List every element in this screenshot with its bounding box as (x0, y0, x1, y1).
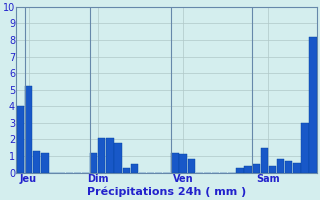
Bar (277, 159, 284, 173)
Bar (301, 123, 309, 173)
Bar (98, 138, 105, 173)
Bar (171, 153, 179, 173)
Bar (90, 153, 97, 173)
Bar (25, 86, 32, 173)
Bar (180, 154, 187, 173)
Bar (261, 148, 268, 173)
Bar (188, 159, 195, 173)
Bar (106, 138, 114, 173)
Bar (41, 153, 49, 173)
Bar (114, 143, 122, 173)
Bar (285, 161, 292, 173)
Bar (252, 164, 260, 173)
Bar (309, 37, 317, 173)
Bar (123, 168, 130, 173)
X-axis label: Précipitations 24h ( mm ): Précipitations 24h ( mm ) (87, 187, 246, 197)
Bar (244, 166, 252, 173)
Bar (236, 168, 244, 173)
Bar (269, 166, 276, 173)
Bar (17, 106, 24, 173)
Bar (293, 163, 300, 173)
Bar (33, 151, 40, 173)
Bar (131, 164, 138, 173)
